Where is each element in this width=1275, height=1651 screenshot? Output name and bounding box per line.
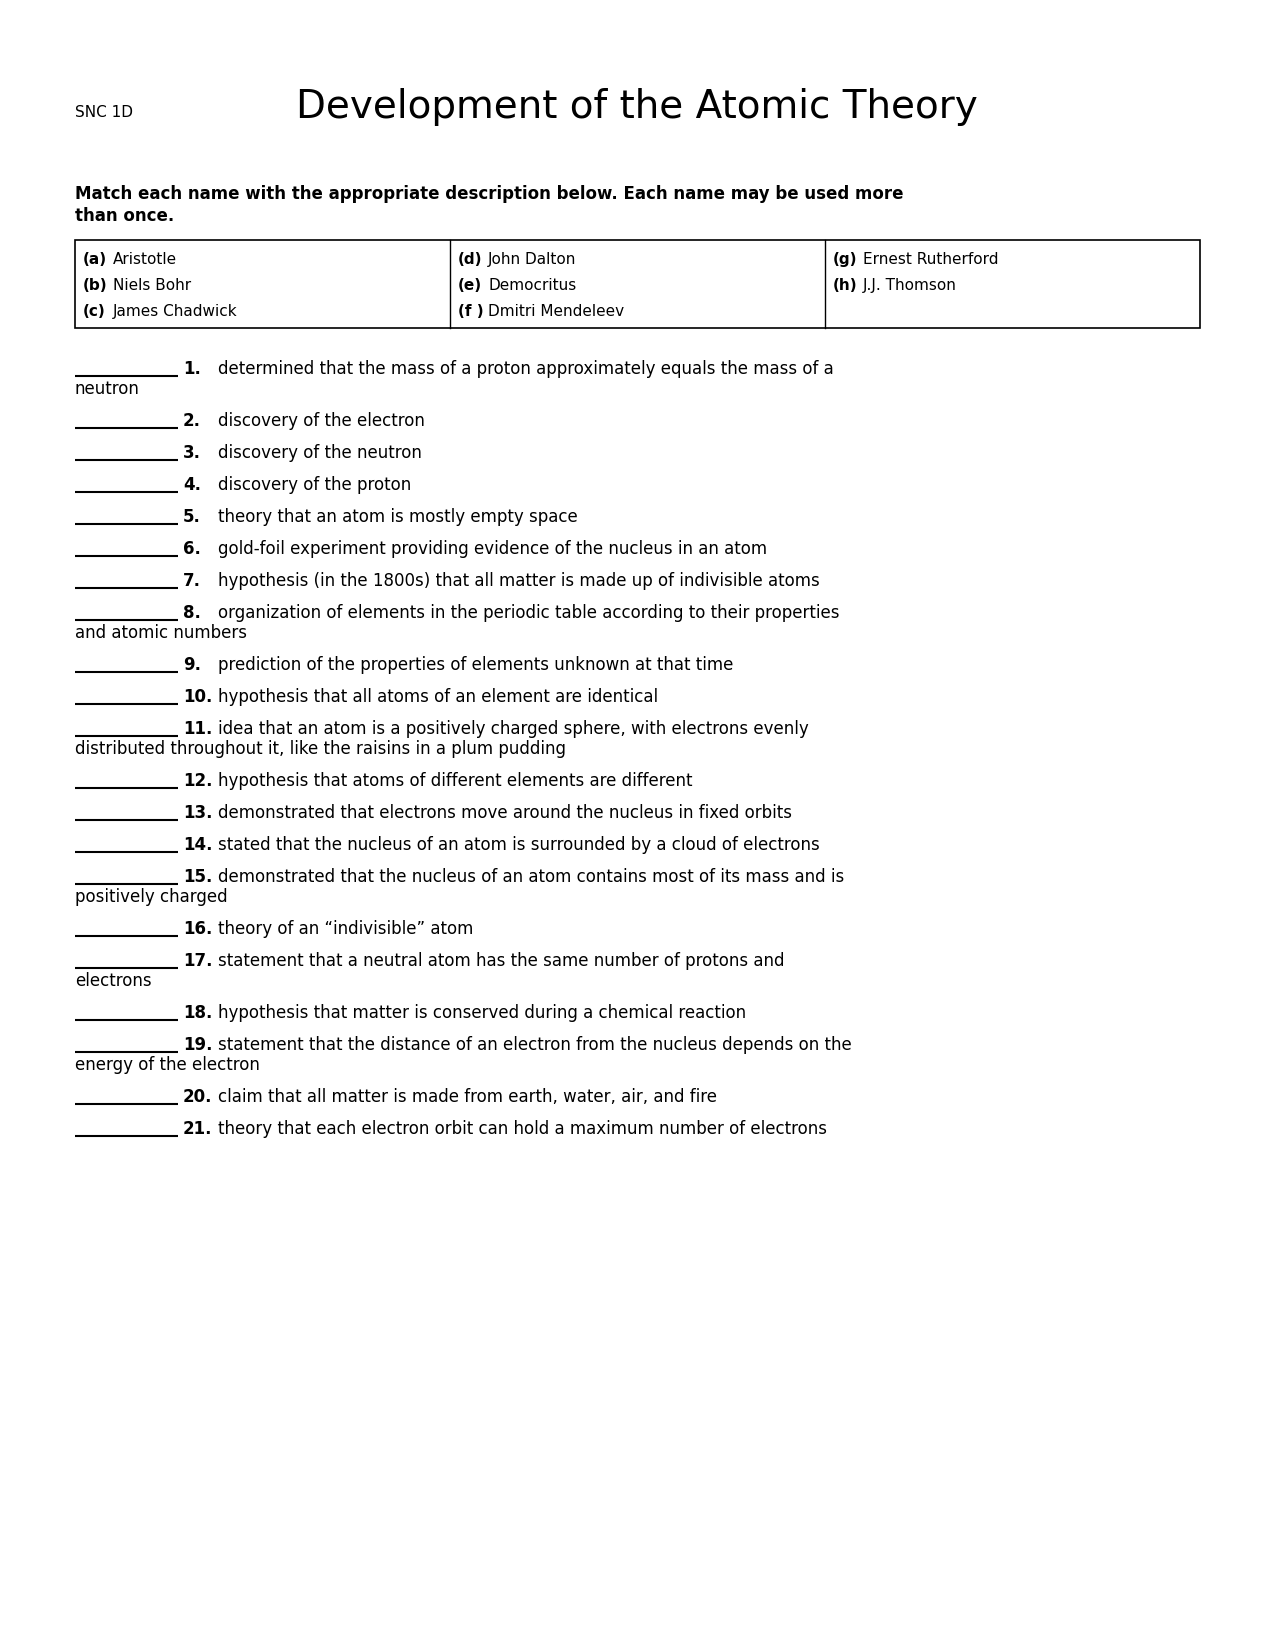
- Text: Dmitri Mendeleev: Dmitri Mendeleev: [488, 304, 625, 319]
- Text: 12.: 12.: [184, 773, 213, 789]
- Text: J.J. Thomson: J.J. Thomson: [863, 277, 956, 292]
- Text: Niels Bohr: Niels Bohr: [113, 277, 191, 292]
- Bar: [75, 239, 1200, 329]
- Text: distributed throughout it, like the raisins in a plum pudding: distributed throughout it, like the rais…: [75, 740, 566, 758]
- Text: hypothesis (in the 1800s) that all matter is made up of indivisible atoms: hypothesis (in the 1800s) that all matte…: [218, 571, 820, 589]
- Text: 2.: 2.: [184, 413, 201, 429]
- Text: 8.: 8.: [184, 604, 201, 622]
- Text: (b): (b): [83, 277, 107, 292]
- Text: 5.: 5.: [184, 509, 201, 527]
- Text: 11.: 11.: [184, 720, 213, 738]
- Text: John Dalton: John Dalton: [488, 253, 576, 267]
- Text: determined that the mass of a proton approximately equals the mass of a: determined that the mass of a proton app…: [218, 360, 834, 378]
- Text: discovery of the proton: discovery of the proton: [218, 475, 412, 494]
- Text: idea that an atom is a positively charged sphere, with electrons evenly: idea that an atom is a positively charge…: [218, 720, 808, 738]
- Text: (h): (h): [833, 277, 858, 292]
- Text: energy of the electron: energy of the electron: [75, 1057, 260, 1075]
- Text: 7.: 7.: [184, 571, 201, 589]
- Text: hypothesis that atoms of different elements are different: hypothesis that atoms of different eleme…: [218, 773, 692, 789]
- Text: prediction of the properties of elements unknown at that time: prediction of the properties of elements…: [218, 655, 733, 674]
- Text: 13.: 13.: [184, 804, 213, 822]
- Text: Ernest Rutherford: Ernest Rutherford: [863, 253, 998, 267]
- Text: organization of elements in the periodic table according to their properties: organization of elements in the periodic…: [218, 604, 839, 622]
- Text: 4.: 4.: [184, 475, 201, 494]
- Text: 20.: 20.: [184, 1088, 213, 1106]
- Text: 1.: 1.: [184, 360, 201, 378]
- Text: SNC 1D: SNC 1D: [75, 106, 133, 121]
- Text: Development of the Atomic Theory: Development of the Atomic Theory: [296, 88, 978, 125]
- Text: 15.: 15.: [184, 868, 213, 887]
- Text: (c): (c): [83, 304, 106, 319]
- Text: 10.: 10.: [184, 688, 213, 707]
- Text: discovery of the electron: discovery of the electron: [218, 413, 425, 429]
- Text: (a): (a): [83, 253, 107, 267]
- Text: hypothesis that matter is conserved during a chemical reaction: hypothesis that matter is conserved duri…: [218, 1004, 746, 1022]
- Text: Democritus: Democritus: [488, 277, 576, 292]
- Text: (f ): (f ): [458, 304, 483, 319]
- Text: gold-foil experiment providing evidence of the nucleus in an atom: gold-foil experiment providing evidence …: [218, 540, 768, 558]
- Text: (d): (d): [458, 253, 482, 267]
- Text: stated that the nucleus of an atom is surrounded by a cloud of electrons: stated that the nucleus of an atom is su…: [218, 835, 820, 854]
- Text: neutron: neutron: [75, 380, 140, 398]
- Text: James Chadwick: James Chadwick: [113, 304, 237, 319]
- Text: electrons: electrons: [75, 972, 152, 991]
- Text: 9.: 9.: [184, 655, 201, 674]
- Text: 14.: 14.: [184, 835, 213, 854]
- Text: claim that all matter is made from earth, water, air, and fire: claim that all matter is made from earth…: [218, 1088, 717, 1106]
- Text: 3.: 3.: [184, 444, 201, 462]
- Text: than once.: than once.: [75, 206, 175, 225]
- Text: statement that a neutral atom has the same number of protons and: statement that a neutral atom has the sa…: [218, 953, 784, 971]
- Text: 18.: 18.: [184, 1004, 213, 1022]
- Text: hypothesis that all atoms of an element are identical: hypothesis that all atoms of an element …: [218, 688, 658, 707]
- Text: and atomic numbers: and atomic numbers: [75, 624, 247, 642]
- Text: demonstrated that the nucleus of an atom contains most of its mass and is: demonstrated that the nucleus of an atom…: [218, 868, 844, 887]
- Text: theory that each electron orbit can hold a maximum number of electrons: theory that each electron orbit can hold…: [218, 1119, 827, 1138]
- Text: (g): (g): [833, 253, 858, 267]
- Text: discovery of the neutron: discovery of the neutron: [218, 444, 422, 462]
- Text: 17.: 17.: [184, 953, 213, 971]
- Text: 19.: 19.: [184, 1035, 213, 1053]
- Text: statement that the distance of an electron from the nucleus depends on the: statement that the distance of an electr…: [218, 1035, 852, 1053]
- Text: demonstrated that electrons move around the nucleus in fixed orbits: demonstrated that electrons move around …: [218, 804, 792, 822]
- Text: 6.: 6.: [184, 540, 201, 558]
- Text: positively charged: positively charged: [75, 888, 228, 906]
- Text: Aristotle: Aristotle: [113, 253, 177, 267]
- Text: theory that an atom is mostly empty space: theory that an atom is mostly empty spac…: [218, 509, 578, 527]
- Text: 16.: 16.: [184, 920, 213, 938]
- Text: theory of an “indivisible” atom: theory of an “indivisible” atom: [218, 920, 473, 938]
- Text: Match each name with the appropriate description below. Each name may be used mo: Match each name with the appropriate des…: [75, 185, 904, 203]
- Text: 21.: 21.: [184, 1119, 213, 1138]
- Text: (e): (e): [458, 277, 482, 292]
